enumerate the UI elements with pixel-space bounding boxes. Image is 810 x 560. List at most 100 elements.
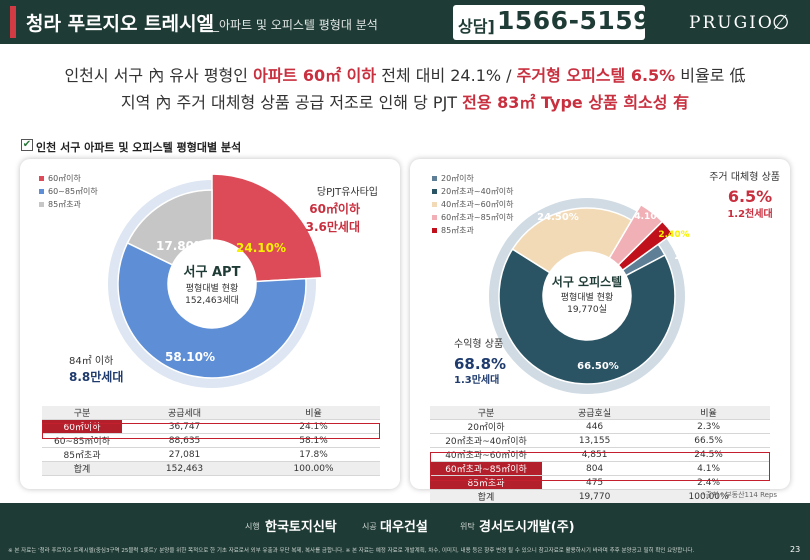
col-header: 구분 [42,406,122,420]
highlight-box [42,423,380,439]
apt-table: 구분 공급세대 비율 60㎡이하 36,747 24.1% 60~85㎡이하 88,6… [42,406,380,476]
header-bar: 청라 푸르지오 트레시엘 _아파트 및 오피스텔 평형대 분석 상담] 1566… [0,0,810,44]
table-total-row: 합계 19,770 100.00% [430,489,770,504]
lead-highlight: 전용 83㎡ Type 상품 희소성 有 [462,93,690,112]
brand-mark-icon: ∅ [772,10,790,34]
officetel-table: 구분 공급호실 비율 20㎡이하 446 2.3% 20㎡초과~40㎡이하 13,15… [430,406,770,504]
cell: 20㎡이하 [430,419,542,434]
footer-role-label: 위탁 [460,522,475,531]
lead-text: 전체 대비 24.1% / [376,66,517,85]
donut-center-line: 평형대별 현황 [186,283,239,294]
table-header: 구분 공급세대 비율 [42,406,380,420]
cell: 446 [542,419,648,434]
col-header: 공급호실 [542,406,648,420]
legend-swatch [432,202,437,207]
legend-label: 60~85㎡이하 [48,187,98,196]
legend-label: 60㎡이하 [48,174,81,183]
callout-value: 1.3만세대 [454,373,499,386]
table-row: 20㎡초과~40㎡이하 13,155 66.5% [430,433,770,448]
table-row: 60~85㎡이하 88,635 58.1% [42,433,380,448]
legend-item: 85㎡초과 [39,199,81,210]
callout-label: 주거 대체형 상품 [709,171,780,183]
footer-company: 경서도시개발(주) [479,520,575,535]
highlight-box [430,452,770,481]
donut-center-line: 평형대별 현황 [561,292,614,303]
donut-center-value: 19,770실 [567,304,607,315]
donut-center-value: 152,463세대 [185,295,239,306]
legend-label: 85㎡초과 [441,226,474,235]
cell: 13,155 [542,433,648,448]
cell: 40㎡초과~60㎡이하 [430,447,542,462]
lead-text: 비율로 低 [675,66,746,85]
legend-label: 60㎡초과~85㎡이하 [441,213,514,222]
footer-role-label: 시행 [245,522,260,531]
callout-value: 3.6만세대 [306,219,360,234]
cell: 88,635 [122,433,248,448]
slice-label: 66.50% [577,361,619,372]
lead-highlight: 아파트 60㎡ 이하 [253,66,377,85]
footer-company: 한국토지신탁 [265,520,337,535]
cell: 합계 [42,461,122,476]
legend-label: 20㎡초과~40㎡이하 [441,187,514,196]
callout-value: 8.8만세대 [69,369,123,384]
cell: 4.1% [647,461,770,476]
lead-line-2: 지역 內 주거 대체형 상품 공급 저조로 인해 당 PJT 전용 83㎡ Ty… [0,89,810,113]
col-header: 구분 [430,406,542,420]
cell: 152,463 [122,461,248,476]
cell: 2.4% [647,475,770,490]
callout-value: 6.5% [728,187,772,206]
legend-item: 85㎡초과 [432,225,474,236]
cell: 85㎡초과 [42,447,122,462]
cell: 17.8% [247,447,380,462]
cell: 100.00% [247,461,380,476]
legend-label: 40㎡초과~60㎡이하 [441,200,514,209]
apt-panel: 60㎡이하 60~85㎡이하 85㎡초과 서구 APT 평형대별 현황 152,… [20,159,400,489]
slice-label: 17.80% [156,239,206,253]
table-row: 40㎡초과~60㎡이하 4,851 24.5% [430,447,770,462]
cell: 4,851 [542,447,648,462]
table-total-row: 합계 152,463 100.00% [42,461,380,476]
cell: 27,081 [122,447,248,462]
phone-label: 상담] [458,17,495,36]
donut-center-title: 서구 오피스텔 [552,274,622,289]
phone-number[interactable]: 1566-5159 [497,6,652,35]
slide-title: 청라 푸르지오 트레시엘 [26,13,215,35]
page-number: 23 [790,545,801,554]
legend-swatch [432,228,437,233]
cell: 20㎡초과~40㎡이하 [430,433,542,448]
table-row: 60㎡초과~85㎡이하 804 4.1% [430,461,770,476]
donut-hole [168,240,256,328]
legend-item: 60㎡초과~85㎡이하 [432,212,514,223]
legend-swatch [432,215,437,220]
slice-label: 2.30% [674,252,705,262]
legend-item: 20㎡초과~40㎡이하 [432,186,514,197]
table-row: 85㎡초과 27,081 17.8% [42,447,380,462]
table-header: 구분 공급호실 비율 [430,406,770,420]
cell: 19,770 [542,489,648,504]
legend-swatch [432,189,437,194]
legend-item: 40㎡초과~60㎡이하 [432,199,514,210]
cell: 85㎡초과 [430,475,542,490]
cell: 475 [542,475,648,490]
lead-highlight: 주거형 오피스텔 6.5% [516,66,676,85]
legend-label: 85㎡초과 [48,200,81,209]
donut-center-title: 서구 APT [184,265,241,280]
footer-bar [0,503,810,560]
legend-label: 20㎡이하 [441,174,474,183]
officetel-donut-chart: 서구 오피스텔 평형대별 현황 19,770실 2.30% 66.50% 24.… [454,171,780,394]
accent-bar [10,6,16,38]
legend-swatch [39,176,44,181]
callout-value: 68.8% [454,355,506,373]
slice-label: 24.10% [236,241,286,255]
cell: 합계 [430,489,542,504]
footer-role-label: 시공 [362,522,377,531]
cell: 804 [542,461,648,476]
legend-item: 60㎡이하 [39,173,81,184]
cell: 58.1% [247,433,380,448]
phone-box [453,5,645,40]
section-title: 인천 서구 아파트 및 오피스텔 평형대별 분석 [36,141,242,154]
slide-subtitle: _아파트 및 오피스텔 평형대 분석 [213,18,378,32]
legend-swatch [432,176,437,181]
table-row: 85㎡초과 475 2.4% [430,475,770,490]
